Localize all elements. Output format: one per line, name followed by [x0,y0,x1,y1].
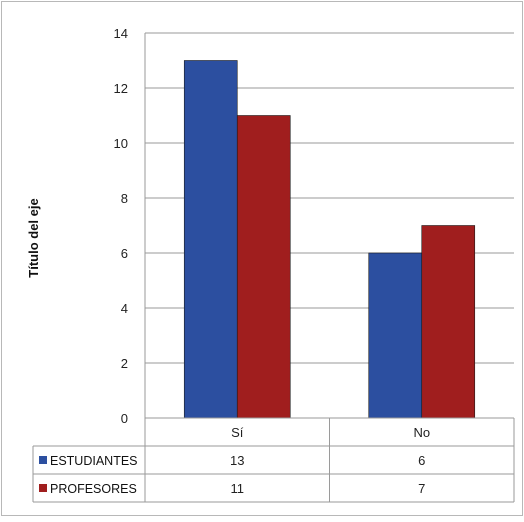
bars [183,60,476,419]
legend-label-estudiantes: ESTUDIANTES [50,454,138,468]
y-tick-label: 4 [121,301,128,316]
bar-profesores-1 [421,225,476,419]
data-label: 6 [418,453,425,468]
bar-estudiantes-0 [183,60,238,419]
y-tick-label: 8 [121,191,128,206]
y-tick-label: 0 [121,411,128,426]
y-tick-label: 12 [114,81,128,96]
x-category-label: Sí [231,425,244,440]
y-tick-label: 14 [114,26,128,41]
bar-profesores-0 [236,115,291,419]
data-label: 11 [231,481,245,496]
y-axis-ticks: 0 2 4 6 8 10 12 14 [114,26,128,426]
bar-estudiantes-1 [368,252,423,419]
legend-key-estudiantes [39,456,47,464]
data-table: Sí No ESTUDIANTES 13 6 PROFESORES 11 7 [32,417,515,503]
y-tick-label: 10 [114,136,128,151]
y-tick-label: 6 [121,246,128,261]
x-category-label: No [413,425,430,440]
data-label: 13 [230,453,244,468]
y-axis-title: Título del eje [26,198,41,277]
y-tick-label: 2 [121,356,128,371]
legend-label-profesores: PROFESORES [50,482,137,496]
legend-key-profesores [39,484,47,492]
data-label: 7 [418,481,425,496]
